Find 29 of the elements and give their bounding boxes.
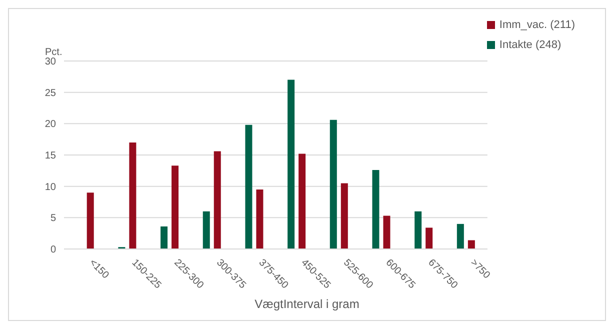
- bar: [298, 154, 306, 249]
- bar: [456, 224, 464, 249]
- y-tick-label: 5: [50, 213, 56, 224]
- bar: [86, 192, 94, 249]
- bar: [202, 211, 210, 249]
- bar: [330, 120, 337, 249]
- bar: [383, 216, 390, 249]
- y-tick-label: 0: [50, 244, 56, 256]
- bar: [426, 228, 433, 249]
- x-axis-title: VægtInterval i gram: [254, 297, 360, 311]
- legend-label: Intakte (248): [499, 39, 562, 51]
- y-axis-title: Pct.: [45, 47, 62, 58]
- bar: [214, 151, 221, 249]
- bar: [288, 80, 295, 249]
- bar: [372, 170, 380, 249]
- y-tick-label: 15: [44, 150, 56, 162]
- bar: [160, 226, 168, 249]
- y-tick-label: 30: [44, 56, 56, 68]
- bar: [129, 142, 136, 249]
- bar: [414, 211, 422, 249]
- bar: [172, 166, 179, 249]
- bar: [256, 189, 264, 249]
- bar: [245, 124, 252, 249]
- legend-label: Imm_vac. (211): [499, 19, 575, 31]
- bar: [468, 240, 475, 249]
- bar: [340, 183, 348, 249]
- y-tick-label: 25: [44, 88, 56, 99]
- y-tick-label: 10: [44, 182, 56, 193]
- y-tick-label: 20: [44, 119, 56, 130]
